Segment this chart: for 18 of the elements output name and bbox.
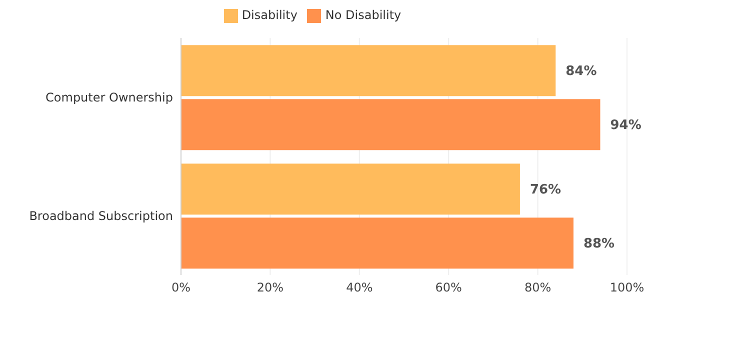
y-tick-label: Computer Ownership [46, 90, 173, 105]
data-label: 84% [566, 64, 597, 80]
x-tick-label: 40% [346, 280, 373, 295]
legend-label: No Disability [325, 8, 402, 22]
x-tick-label: 20% [256, 280, 284, 295]
data-label: 76% [530, 182, 562, 198]
bar [181, 164, 520, 215]
x-tick-label: 60% [435, 280, 462, 295]
legend-label: Disability [242, 8, 298, 22]
bar [181, 99, 600, 150]
x-tick-label: 80% [524, 280, 552, 295]
data-label: 88% [583, 236, 615, 252]
x-tick-label: 0% [171, 280, 191, 295]
data-label: 94% [610, 118, 642, 134]
bar [181, 45, 556, 96]
y-tick-label: Broadband Subscription [29, 209, 173, 224]
x-tick-label: 100% [610, 280, 644, 295]
bar [181, 218, 574, 269]
